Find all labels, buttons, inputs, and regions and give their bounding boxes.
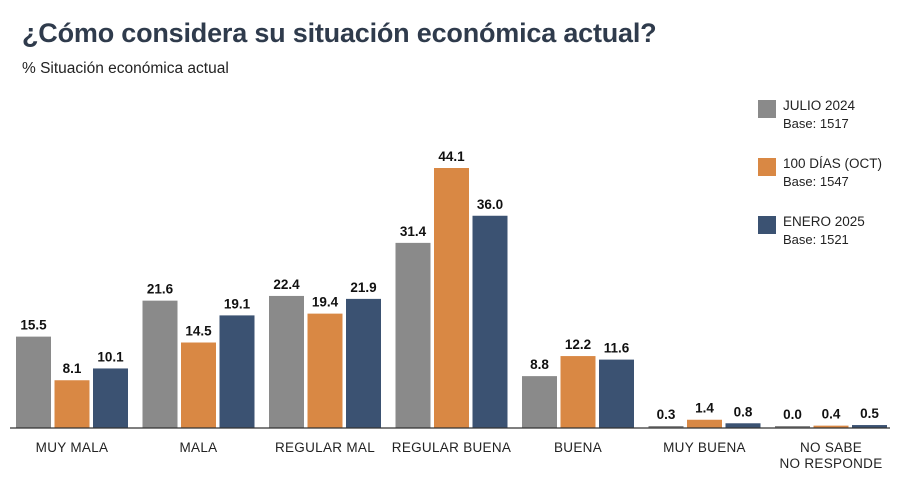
category-label-no-responde: NO RESPONDE xyxy=(779,456,882,471)
bar-enero-2025-muy-mala xyxy=(93,368,128,428)
bar-100-dias-oct-regular-buena xyxy=(434,168,469,428)
legend-item-julio-2024: JULIO 2024 Base: 1517 xyxy=(758,96,898,154)
bar-julio-2024-no-sabe-no-responde xyxy=(775,426,810,428)
legend-item-enero-2025: ENERO 2025 Base: 1521 xyxy=(758,212,898,270)
value-label-enero-2025-regular-mal: 21.9 xyxy=(350,280,376,295)
bar-enero-2025-buena xyxy=(599,359,634,428)
value-label-julio-2024-muy-mala: 15.5 xyxy=(20,318,47,333)
bar-julio-2024-buena xyxy=(522,376,557,428)
value-labels-group: 15.5 8.1 10.1 21.6 14.5 19.1 22.4 19.4 21.9 31.4 4… xyxy=(20,149,879,422)
value-label-julio-2024-mala: 21.6 xyxy=(147,282,174,297)
category-label-mala: MALA xyxy=(180,440,218,455)
value-label-julio-2024-regular-buena: 31.4 xyxy=(400,224,427,239)
legend-label-julio-2024: JULIO 2024 xyxy=(783,98,856,113)
category-labels-group: MUY MALA MALA REGULAR MAL REGULAR BUENA BUEN… xyxy=(36,440,883,471)
category-label-muy-buena: MUY BUENA xyxy=(663,440,746,455)
legend: JULIO 2024 Base: 1517 100 DÍAS (OCT) Bas… xyxy=(758,96,898,270)
bar-julio-2024-muy-mala xyxy=(16,336,51,428)
value-label-julio-2024-no-sabe-no-responde: 0.0 xyxy=(783,407,802,422)
chart-subtitle: % Situación económica actual xyxy=(22,60,229,77)
value-label-100-dias-oct-no-sabe-no-responde: 0.4 xyxy=(822,407,841,422)
value-label-enero-2025-no-sabe-no-responde: 0.5 xyxy=(860,406,879,421)
legend-label-enero-2025: ENERO 2025 xyxy=(783,214,865,229)
value-label-100-dias-oct-muy-buena: 1.4 xyxy=(695,401,714,416)
bar-enero-2025-muy-buena xyxy=(725,423,761,428)
value-label-julio-2024-muy-buena: 0.3 xyxy=(657,407,676,422)
legend-swatch-100-dias xyxy=(758,158,776,176)
value-label-100-dias-oct-muy-mala: 8.1 xyxy=(63,361,82,376)
bar-julio-2024-regular-mal xyxy=(269,295,304,428)
value-label-enero-2025-buena: 11.6 xyxy=(604,341,630,356)
value-label-100-dias-oct-regular-mal: 19.4 xyxy=(312,295,339,310)
legend-base-enero-2025: Base: 1521 xyxy=(783,232,849,247)
bars-group xyxy=(16,168,887,428)
bar-enero-2025-no-sabe-no-responde xyxy=(852,425,887,428)
legend-item-100-dias: 100 DÍAS (OCT) Base: 1547 xyxy=(758,154,898,212)
bar-enero-2025-mala xyxy=(219,315,255,428)
value-label-100-dias-oct-mala: 14.5 xyxy=(185,324,212,339)
bar-julio-2024-mala xyxy=(142,300,178,428)
value-label-enero-2025-muy-buena: 0.8 xyxy=(734,404,753,419)
bar-julio-2024-muy-buena xyxy=(648,426,684,428)
value-label-100-dias-oct-buena: 12.2 xyxy=(565,337,591,352)
chart-title: ¿Cómo considera su situación económica a… xyxy=(22,18,657,48)
category-label-no-sabe: NO SABE xyxy=(800,440,862,455)
legend-label-100-dias: 100 DÍAS (OCT) xyxy=(783,156,883,171)
bar-100-dias-oct-regular-mal xyxy=(307,313,343,428)
value-label-enero-2025-regular-buena: 36.0 xyxy=(477,197,503,212)
bar-enero-2025-regular-buena xyxy=(472,215,508,428)
legend-swatch-julio-2024 xyxy=(758,100,776,118)
value-label-100-dias-oct-regular-buena: 44.1 xyxy=(438,149,465,164)
bar-100-dias-oct-mala xyxy=(181,342,216,428)
value-label-enero-2025-muy-mala: 10.1 xyxy=(97,349,124,364)
value-label-enero-2025-mala: 19.1 xyxy=(224,296,251,311)
legend-base-julio-2024: Base: 1517 xyxy=(783,116,849,131)
bar-100-dias-oct-muy-mala xyxy=(54,380,90,428)
legend-swatch-enero-2025 xyxy=(758,216,776,234)
bar-100-dias-oct-muy-buena xyxy=(687,419,722,428)
bar-100-dias-oct-no-sabe-no-responde xyxy=(813,425,849,428)
value-label-julio-2024-buena: 8.8 xyxy=(530,357,549,372)
bar-julio-2024-regular-buena xyxy=(395,242,431,428)
category-label-buena: BUENA xyxy=(554,440,602,455)
category-label-regular-buena: REGULAR BUENA xyxy=(392,440,511,455)
value-label-julio-2024-regular-mal: 22.4 xyxy=(273,277,300,292)
legend-base-100-dias: Base: 1547 xyxy=(783,174,849,189)
bar-100-dias-oct-buena xyxy=(560,356,596,428)
bar-enero-2025-regular-mal xyxy=(346,298,381,428)
category-label-regular-mal: REGULAR MAL xyxy=(275,440,375,455)
category-label-muy-mala: MUY MALA xyxy=(36,440,109,455)
